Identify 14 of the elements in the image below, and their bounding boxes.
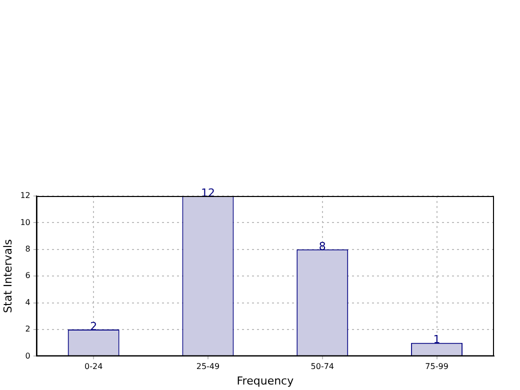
- y-tick-label: 6: [25, 271, 30, 280]
- y-tick-label: 4: [25, 298, 30, 307]
- x-tick-label: 50-74: [310, 362, 334, 372]
- y-tick-label: 0: [25, 351, 30, 360]
- y-tick-label: 2: [25, 324, 30, 334]
- x-tick-label: 25-49: [196, 362, 220, 372]
- data-label: 1: [433, 333, 440, 346]
- y-axis-title: Stat Intervals: [1, 238, 14, 313]
- x-axis-title: Frequency: [236, 374, 294, 388]
- y-tick-label: 12: [20, 191, 30, 200]
- x-tick-label: 75-99: [425, 362, 448, 372]
- x-tick-label: 0-24: [84, 362, 103, 372]
- y-tick-label: 10: [20, 218, 30, 227]
- y-tick-label: 8: [25, 244, 30, 254]
